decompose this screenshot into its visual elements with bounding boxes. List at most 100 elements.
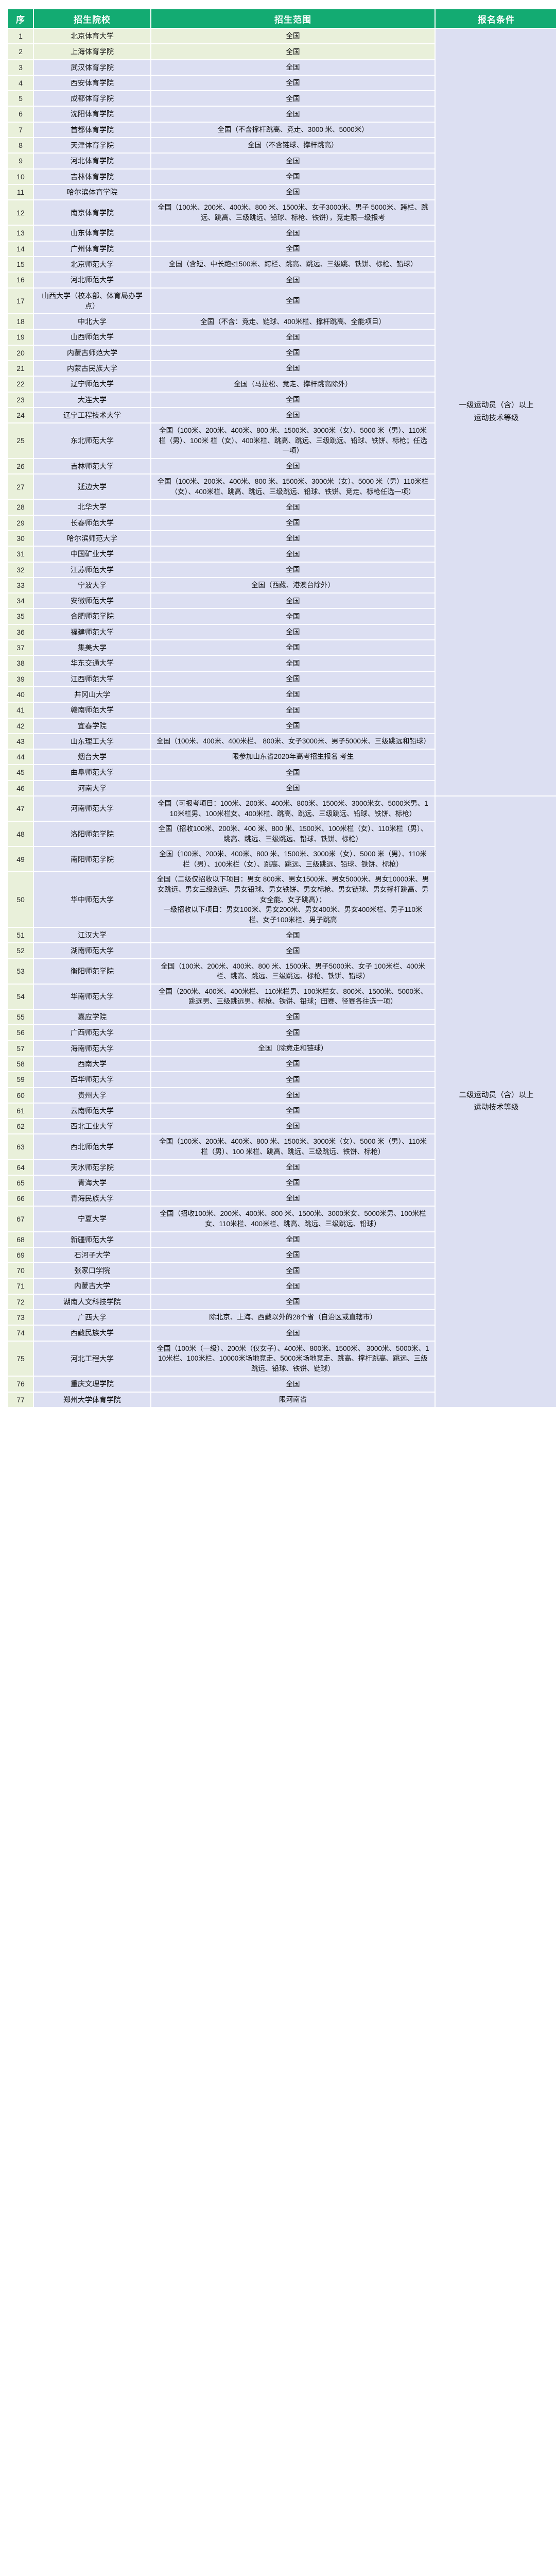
cell-scope: 全国 [151,1025,435,1040]
cell-school: 西华师范大学 [34,1072,150,1087]
cell-school: 宁波大学 [34,578,150,593]
table-row: 2 上海体育学院 全国 [8,44,556,59]
cell-scope: 全国 [151,928,435,943]
cell-scope: 全国 [151,1294,435,1310]
table-row: 53 衡阳师范学院 全国（100米、200米、400米、800 米、1500米、男子… [8,959,556,984]
cell-scope: 全国 [151,60,435,75]
cell-school: 山西师范大学 [34,330,150,345]
table-row: 56 广西师范大学 全国 [8,1025,556,1040]
cell-index: 18 [8,314,33,329]
table-row: 62 西北工业大学 全国 [8,1119,556,1134]
table-row: 19 山西师范大学 全国 [8,330,556,345]
table-row: 18 中北大学 全国（不含：竞走、链球、400米栏、撑杆跳高、全能项目） [8,314,556,329]
cell-scope: 全国 [151,361,435,376]
cell-school: 哈尔滨体育学院 [34,184,150,200]
table-row: 76 重庆文理学院 全国 [8,1377,556,1392]
table-row: 31 中国矿业大学 全国 [8,547,556,562]
cell-index: 15 [8,257,33,272]
cell-school: 广州体育学院 [34,241,150,256]
cell-school: 西南大学 [34,1056,150,1072]
cell-school: 南阳师范学院 [34,847,150,872]
cell-school: 中国矿业大学 [34,547,150,562]
cell-index: 62 [8,1119,33,1134]
cell-scope: 全国（招收100米、200米、400 米、800 米、1500米、100米栏（女… [151,822,435,846]
cell-scope: 全国（100米、200米、400米、800 米、1500米、3000米（女）、5… [151,1134,435,1159]
cell-school: 武汉体育学院 [34,60,150,75]
cell-school: 烟台大学 [34,750,150,765]
cell-scope: 全国 [151,640,435,655]
cell-school: 河南师范大学 [34,796,150,821]
cell-school: 青海大学 [34,1175,150,1191]
cell-index: 59 [8,1072,33,1087]
cell-scope: 全国 [151,562,435,577]
cell-school: 郑州大学体育学院 [34,1392,150,1407]
table-row: 48 洛阳师范学院 全国（招收100米、200米、400 米、800 米、1500米… [8,822,556,846]
table-row: 6 沈阳体育学院 全国 [8,107,556,122]
cell-school: 东北师范大学 [34,423,150,458]
cell-index: 50 [8,872,33,927]
cell-school: 赣南师范大学 [34,703,150,718]
table-row: 33 宁波大学 全国（西藏、港澳台除外） [8,578,556,593]
cell-index: 60 [8,1088,33,1103]
table-row: 8 天津体育学院 全国（不含链球、撑杆跳高） [8,138,556,153]
table-row: 63 西北师范大学 全国（100米、200米、400米、800 米、1500米、30… [8,1134,556,1159]
cell-school: 宁夏大学 [34,1207,150,1231]
cell-scope: 全国（100米、200米、400米、800 米、1500米、3000米（女）、5… [151,847,435,872]
table-row: 60 贵州大学 全国 [8,1088,556,1103]
cell-scope: 全国 [151,1263,435,1278]
cell-index: 13 [8,226,33,241]
cell-school: 西北师范大学 [34,1134,150,1159]
cell-scope: 全国 [151,1326,435,1341]
table-row: 35 合肥师范学院 全国 [8,609,556,624]
table-row: 61 云南师范大学 全国 [8,1103,556,1118]
table-row: 77 郑州大学体育学院 限河南省 [8,1392,556,1407]
cell-school: 湖南师范大学 [34,943,150,958]
cell-index: 10 [8,169,33,184]
table-row: 17 山西大学（校本部、体育局办学点） 全国 [8,288,556,314]
cell-index: 44 [8,750,33,765]
table-row: 36 福建师范大学 全国 [8,624,556,640]
cell-school: 福建师范大学 [34,624,150,640]
table-row: 69 石河子大学 全国 [8,1247,556,1263]
cell-scope: 全国 [151,1072,435,1087]
cell-condition: 二级运动员（含）以上 运动技术等级 [436,796,556,1407]
cell-school: 河北体育学院 [34,154,150,168]
cell-scope: 限河南省 [151,1392,435,1407]
admissions-table-sheet: 序 招生院校 招生范围 报名条件 1 北京体育大学 全国 一级运动员（含）以上 运动技术… [8,9,556,1407]
cell-index: 72 [8,1294,33,1310]
cell-scope: 全国 [151,44,435,59]
cell-school: 青海民族大学 [34,1191,150,1206]
cell-school: 西安体育学院 [34,75,150,91]
table-row: 11 哈尔滨体育学院 全国 [8,184,556,200]
cell-index: 73 [8,1310,33,1325]
cell-school: 合肥师范学院 [34,609,150,624]
cell-school: 海南师范大学 [34,1041,150,1056]
cell-scope: 全国 [151,609,435,624]
table-row: 42 宜春学院 全国 [8,718,556,733]
cell-school: 内蒙古民族大学 [34,361,150,376]
cell-school: 安徽师范大学 [34,594,150,608]
cell-index: 53 [8,959,33,984]
table-row: 20 内蒙古师范大学 全国 [8,345,556,361]
cell-index: 69 [8,1247,33,1263]
cell-index: 45 [8,765,33,780]
cell-school: 上海体育学院 [34,44,150,59]
cell-school: 成都体育学院 [34,91,150,106]
cell-index: 61 [8,1103,33,1118]
table-row: 29 长春师范大学 全国 [8,515,556,530]
cell-index: 2 [8,44,33,59]
table-row: 58 西南大学 全国 [8,1056,556,1072]
cell-index: 47 [8,796,33,821]
cell-scope: 全国 [151,184,435,200]
cell-scope: 全国（不含撑杆跳高、竞走、3000 米、5000米） [151,122,435,138]
cell-scope: 全国 [151,671,435,686]
cell-scope: 全国 [151,781,435,795]
cell-school: 新疆师范大学 [34,1232,150,1247]
cell-index: 25 [8,423,33,458]
cell-scope: 全国 [151,1160,435,1175]
cell-scope: 全国 [151,1191,435,1206]
cell-scope: 全国 [151,107,435,122]
cell-scope: 全国（100米（一级）、200米（仅女子）、400米、800米、1500米、 3… [151,1341,435,1376]
cell-scope: 全国 [151,273,435,287]
cell-index: 32 [8,562,33,577]
